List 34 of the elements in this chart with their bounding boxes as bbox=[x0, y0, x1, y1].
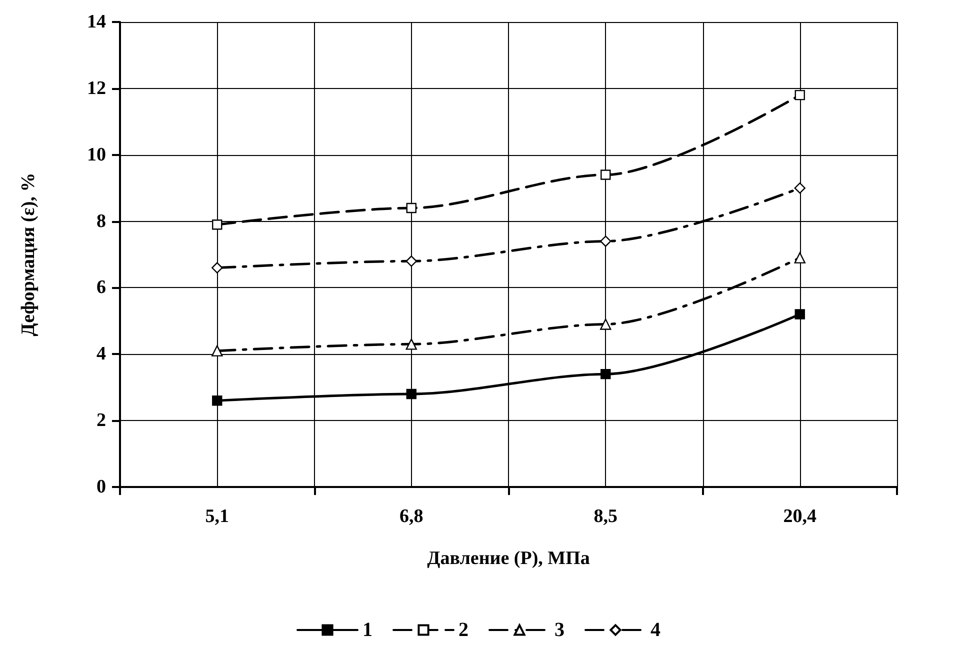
legend-label: 1 bbox=[362, 619, 372, 641]
y-tick-label: 10 bbox=[87, 144, 106, 166]
point bbox=[600, 170, 611, 180]
point bbox=[600, 318, 612, 330]
x-tick-label: 20,4 bbox=[783, 506, 817, 527]
y-tick-label: 8 bbox=[96, 210, 106, 232]
point bbox=[406, 338, 417, 350]
point bbox=[794, 90, 805, 100]
point bbox=[794, 182, 806, 194]
y-tick-label: 14 bbox=[87, 12, 106, 32]
legend-label: 3 bbox=[554, 619, 564, 641]
y-tick-label: 2 bbox=[96, 410, 106, 432]
y-tick-label: 12 bbox=[87, 78, 106, 99]
point bbox=[794, 252, 806, 264]
x-tick-label: 5,1 bbox=[205, 506, 229, 527]
x-axis-title: Давление (P), МПа bbox=[427, 548, 590, 569]
y-tick-label: 6 bbox=[96, 277, 106, 298]
y-tick-label: 0 bbox=[96, 476, 106, 498]
point bbox=[212, 262, 223, 274]
legend-label: 2 bbox=[458, 619, 468, 641]
point bbox=[212, 396, 222, 406]
legend-label: 4 bbox=[650, 619, 660, 641]
point bbox=[406, 388, 416, 400]
x-tick-label: 6,8 bbox=[400, 506, 424, 527]
y-tick-label: 4 bbox=[96, 344, 106, 365]
y-axis-title: Деформация (ε), % bbox=[18, 172, 39, 336]
point bbox=[406, 256, 417, 267]
point bbox=[600, 236, 612, 247]
point bbox=[794, 309, 805, 320]
point bbox=[600, 368, 611, 380]
point bbox=[406, 202, 416, 214]
x-tick-label: 8,5 bbox=[594, 506, 618, 527]
point bbox=[212, 220, 222, 230]
point bbox=[212, 345, 223, 356]
